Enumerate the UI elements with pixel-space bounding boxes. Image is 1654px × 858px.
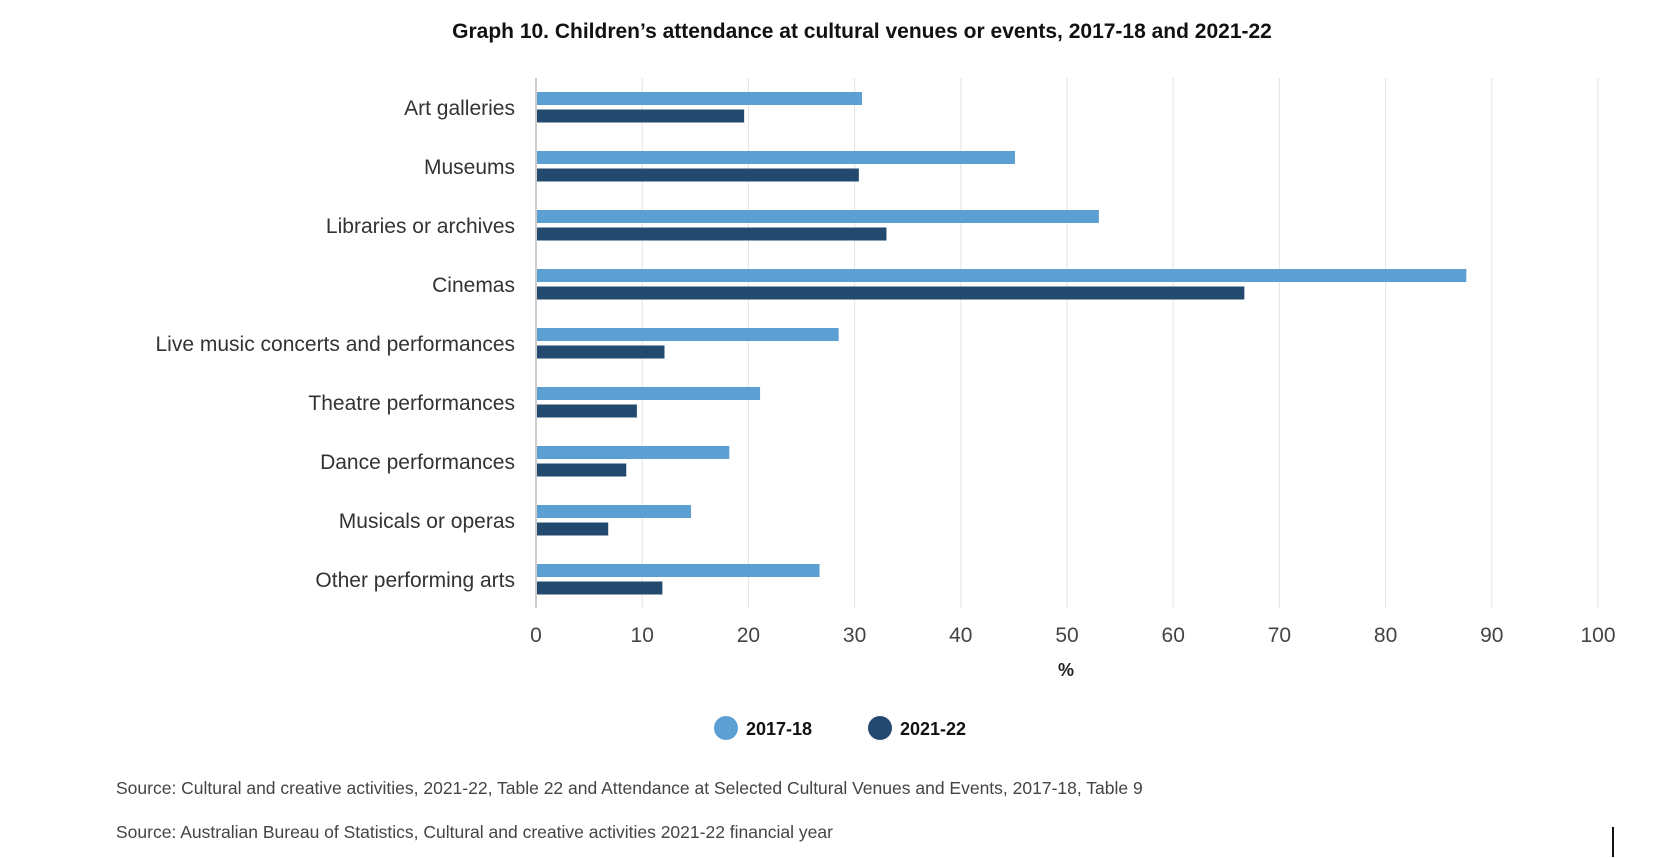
bar-2021-22-musicals-or-operas[interactable]	[537, 522, 609, 536]
gridlines	[641, 78, 1599, 608]
source-note-1: Source: Cultural and creative activities…	[116, 778, 1143, 798]
bar-2017-18-live-music-concerts-and-performances[interactable]	[537, 328, 839, 341]
legend[interactable]: 2017-18 2021-22	[714, 716, 966, 740]
category-label: Live music concerts and performances	[156, 333, 516, 356]
category-label: Other performing arts	[315, 569, 515, 592]
bar-2021-22-cinemas[interactable]	[537, 286, 1245, 300]
x-tick-label: 20	[737, 624, 760, 647]
category-label: Cinemas	[432, 274, 515, 297]
bars	[537, 92, 1467, 595]
bar-2017-18-cinemas[interactable]	[537, 269, 1467, 282]
legend-marker[interactable]	[868, 716, 892, 740]
category-label: Dance performances	[320, 451, 515, 474]
bar-2017-18-libraries-or-archives[interactable]	[537, 210, 1099, 223]
bar-2021-22-theatre-performances[interactable]	[537, 404, 637, 418]
bar-2017-18-other-performing-arts[interactable]	[537, 564, 820, 577]
bar-2017-18-dance-performances[interactable]	[537, 446, 730, 459]
x-tick-label: 0	[530, 624, 542, 647]
bar-2021-22-museums[interactable]	[537, 168, 859, 182]
bar-2021-22-libraries-or-archives[interactable]	[537, 227, 887, 241]
x-tick-label: 10	[631, 624, 654, 647]
bar-2021-22-dance-performances[interactable]	[537, 463, 627, 477]
category-labels: Art galleries Museums Libraries or archive…	[156, 97, 516, 592]
x-tick-label: 50	[1055, 624, 1078, 647]
category-label: Musicals or operas	[339, 510, 515, 533]
legend-marker[interactable]	[714, 716, 738, 740]
x-tick-label: 70	[1268, 624, 1291, 647]
bar-2017-18-museums[interactable]	[537, 151, 1015, 164]
x-axis-title: %	[1058, 660, 1074, 680]
bar-2021-22-other-performing-arts[interactable]	[537, 581, 663, 595]
bar-2017-18-theatre-performances[interactable]	[537, 387, 761, 400]
legend-label[interactable]: 2021-22	[900, 719, 966, 739]
x-tick-label: 80	[1374, 624, 1397, 647]
x-tick-label: 90	[1480, 624, 1503, 647]
chart-title: Graph 10. Children’s attendance at cultu…	[452, 20, 1272, 43]
category-label: Art galleries	[404, 97, 515, 120]
category-label: Libraries or archives	[326, 215, 515, 238]
text-cursor	[1612, 827, 1614, 857]
x-tick-label: 40	[949, 624, 972, 647]
x-tick-label: 100	[1580, 624, 1615, 647]
bar-2017-18-musicals-or-operas[interactable]	[537, 505, 692, 518]
bar-2021-22-live-music-concerts-and-performances[interactable]	[537, 345, 665, 359]
category-label: Theatre performances	[308, 392, 515, 415]
source-note-2: Source: Australian Bureau of Statistics,…	[116, 822, 833, 842]
x-tick-label: 60	[1162, 624, 1185, 647]
x-tick-label: 30	[843, 624, 866, 647]
x-tick-labels: 0 10 20 30 40 50 60 70 80 90 100	[530, 624, 1615, 647]
legend-label[interactable]: 2017-18	[746, 719, 812, 739]
bar-2017-18-art-galleries[interactable]	[537, 92, 863, 105]
category-label: Museums	[424, 156, 515, 179]
bar-2021-22-art-galleries[interactable]	[537, 109, 745, 123]
